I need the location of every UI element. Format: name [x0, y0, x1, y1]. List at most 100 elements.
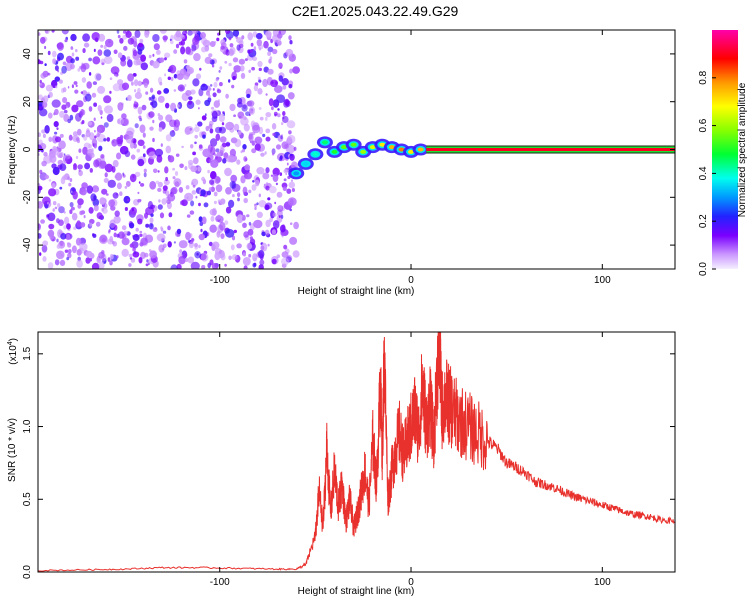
noise-speckle — [62, 87, 67, 93]
noise-speckle — [103, 56, 113, 64]
noise-speckle — [190, 89, 196, 95]
noise-speckle — [258, 47, 262, 51]
noise-speckle — [251, 140, 256, 146]
noise-speckle — [200, 83, 208, 91]
noise-speckle — [103, 122, 109, 128]
noise-speckle — [48, 223, 55, 230]
noise-speckle — [128, 263, 132, 267]
noise-speckle — [271, 258, 277, 265]
noise-speckle — [69, 114, 74, 121]
noise-speckle — [231, 254, 238, 261]
noise-speckle — [236, 159, 241, 165]
colorbar-ticks: 0.0 0.2 0.4 0.6 0.8 — [698, 70, 716, 276]
noise-speckle — [54, 76, 61, 82]
snr-y-scale-exponent: 4 — [7, 341, 14, 345]
noise-speckle — [86, 185, 94, 194]
noise-speckle — [243, 123, 250, 132]
noise-speckle — [109, 253, 114, 260]
noise-speckle — [211, 110, 218, 119]
noise-speckle — [283, 178, 287, 182]
noise-speckle — [152, 119, 155, 124]
noise-speckle — [281, 251, 289, 258]
noise-speckle — [201, 216, 207, 225]
noise-speckle — [98, 261, 105, 269]
noise-speckle — [82, 48, 86, 53]
noise-speckle — [133, 41, 138, 48]
noise-speckle — [69, 209, 73, 214]
noise-speckle — [137, 191, 140, 195]
noise-speckle — [172, 167, 176, 171]
noise-speckle — [236, 243, 242, 249]
noise-speckle — [173, 89, 177, 92]
noise-speckle — [277, 108, 280, 111]
noise-speckle — [252, 56, 258, 62]
noise-speckle — [92, 81, 97, 85]
noise-speckle — [205, 125, 210, 132]
noise-speckle — [58, 206, 65, 214]
noise-speckle — [230, 137, 238, 144]
noise-speckle — [156, 154, 163, 163]
y-tick-label: 0.0 — [22, 565, 33, 579]
noise-speckle — [248, 133, 254, 142]
noise-speckle — [254, 136, 263, 145]
noise-speckle — [108, 199, 116, 208]
noise-speckle — [256, 202, 259, 206]
noise-speckle — [220, 253, 226, 261]
noise-speckle — [45, 84, 54, 92]
noise-speckle — [117, 102, 124, 111]
noise-speckle — [135, 227, 139, 232]
x-tick-label: -100 — [210, 275, 230, 286]
noise-speckle — [224, 167, 232, 177]
noise-speckle — [52, 166, 60, 176]
noise-speckle — [186, 214, 191, 218]
noise-speckle — [195, 124, 198, 127]
noise-speckle — [279, 172, 283, 177]
noise-speckle — [252, 124, 261, 134]
noise-speckle — [257, 88, 263, 95]
noise-speckle — [109, 77, 113, 80]
noise-speckle — [277, 113, 281, 118]
noise-speckle — [81, 90, 88, 96]
noise-speckle — [173, 241, 176, 244]
noise-speckle — [212, 241, 220, 250]
colorbar-tick-label: 0.4 — [698, 166, 709, 180]
noise-speckle — [286, 188, 292, 194]
noise-speckle — [192, 184, 196, 188]
noise-speckle — [44, 63, 47, 66]
noise-speckle — [262, 78, 268, 88]
noise-speckle — [148, 262, 150, 266]
noise-speckle — [278, 215, 281, 219]
noise-speckle — [136, 148, 141, 153]
noise-speckle — [267, 68, 274, 75]
noise-speckle — [121, 248, 129, 257]
noise-speckle — [229, 103, 236, 112]
noise-speckle — [81, 77, 87, 83]
noise-speckle — [190, 261, 200, 269]
signal-point — [341, 145, 348, 150]
noise-speckle — [225, 228, 235, 238]
noise-speckle — [192, 151, 197, 156]
noise-speckle — [179, 163, 184, 169]
colorbar-tick-label: 0.0 — [698, 262, 709, 276]
noise-speckle — [100, 44, 104, 48]
noise-speckle — [289, 153, 293, 157]
noise-speckle — [153, 168, 158, 174]
noise-speckle — [207, 169, 210, 174]
noise-speckle — [193, 53, 201, 62]
noise-speckle — [78, 148, 82, 153]
noise-speckle — [225, 121, 235, 131]
noise-speckle — [280, 135, 283, 140]
noise-speckle — [88, 106, 93, 112]
noise-speckle — [265, 219, 271, 228]
noise-speckle — [187, 30, 193, 36]
noise-speckle — [51, 183, 56, 189]
noise-speckle — [204, 113, 207, 117]
noise-speckle — [194, 33, 200, 43]
noise-speckle — [285, 48, 294, 57]
noise-speckle — [56, 250, 65, 260]
noise-speckle — [277, 205, 284, 212]
noise-speckle — [93, 117, 96, 121]
noise-speckle — [242, 148, 245, 153]
noise-speckle — [56, 244, 61, 249]
noise-speckle — [193, 157, 199, 165]
